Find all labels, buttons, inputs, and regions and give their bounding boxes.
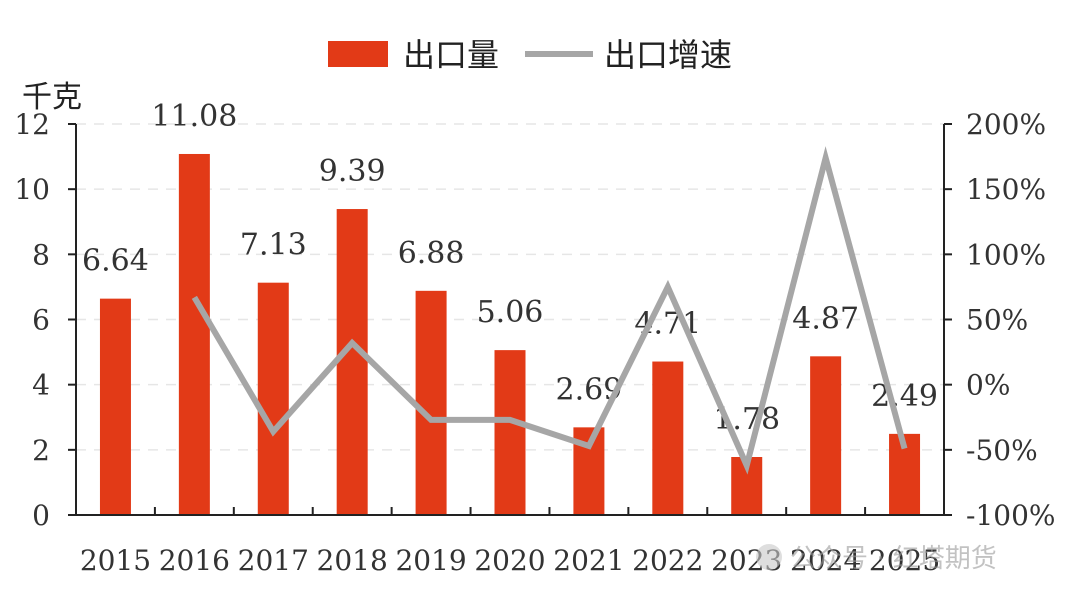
- bar-label-2018: 9.39: [319, 154, 386, 189]
- y-right-tick-label: 100%: [966, 238, 1046, 271]
- y-axis-unit-label: 千克: [22, 80, 82, 115]
- bar-series: [99, 153, 921, 516]
- watermark-icon: [756, 544, 782, 570]
- line-series: [191, 146, 908, 475]
- legend-line-label: 出口增速: [604, 36, 732, 74]
- y-right-tick-label: -100%: [966, 499, 1056, 532]
- bar-label-2025: 2.49: [871, 379, 938, 414]
- y-left-tick-label: 2: [32, 434, 50, 467]
- y-left-tick-label: 4: [32, 369, 50, 402]
- y-right-tick-label: -50%: [966, 434, 1038, 467]
- watermark: 公众号 · 红塔期货: [756, 544, 997, 574]
- x-tick-label-2022: 2022: [632, 544, 703, 577]
- legend: 出口量 出口增速: [328, 36, 732, 74]
- bar-2017: [257, 282, 289, 515]
- legend-bar-swatch: [328, 41, 388, 67]
- y-left-tick-label: 6: [32, 304, 50, 337]
- x-tick-label-2018: 2018: [317, 544, 388, 577]
- legend-bar-label: 出口量: [403, 36, 499, 74]
- bar-2020: [494, 350, 526, 515]
- bar-2022: [652, 361, 684, 515]
- bar-label-2024: 4.87: [792, 301, 859, 336]
- bar-2016: [178, 153, 210, 515]
- x-tick-label-2019: 2019: [395, 544, 466, 577]
- y-left-tick-label: 0: [32, 499, 50, 532]
- bar-label-2015: 6.64: [82, 244, 149, 279]
- x-tick-label-2016: 2016: [159, 544, 230, 577]
- y-right-tick-label: 150%: [966, 173, 1046, 206]
- bar-2018: [336, 209, 368, 516]
- x-tick-label-2017: 2017: [238, 544, 309, 577]
- bar-data-labels: 6.6411.087.139.396.885.062.694.711.784.8…: [82, 99, 938, 437]
- bar-label-2019: 6.88: [398, 236, 465, 271]
- x-tick-label-2025: 2025: [869, 544, 940, 577]
- bar-label-2017: 7.13: [240, 228, 307, 263]
- y-right-tick-label: 0%: [966, 369, 1010, 402]
- bar-2024: [810, 356, 842, 515]
- x-tick-label-2015: 2015: [80, 544, 151, 577]
- bar-2015: [99, 298, 131, 515]
- y-left-tick-label: 8: [32, 238, 50, 271]
- x-tick-label-2024: 2024: [790, 544, 861, 577]
- gridlines: [76, 123, 944, 451]
- y-right-tick-label: 200%: [966, 108, 1046, 141]
- x-tick-label-2021: 2021: [553, 544, 624, 577]
- watermark-text: 公众号 · 红塔期货: [790, 544, 997, 574]
- growth-line: [191, 146, 908, 475]
- y-right-tick-label: 50%: [966, 304, 1028, 337]
- y-left-tick-label: 10: [14, 173, 50, 206]
- bar-label-2016: 11.08: [151, 99, 237, 134]
- y-left-tick-label: 12: [14, 108, 50, 141]
- bar-label-2020: 5.06: [477, 295, 544, 330]
- x-tick-label-2020: 2020: [474, 544, 545, 577]
- bar-2019: [415, 290, 447, 515]
